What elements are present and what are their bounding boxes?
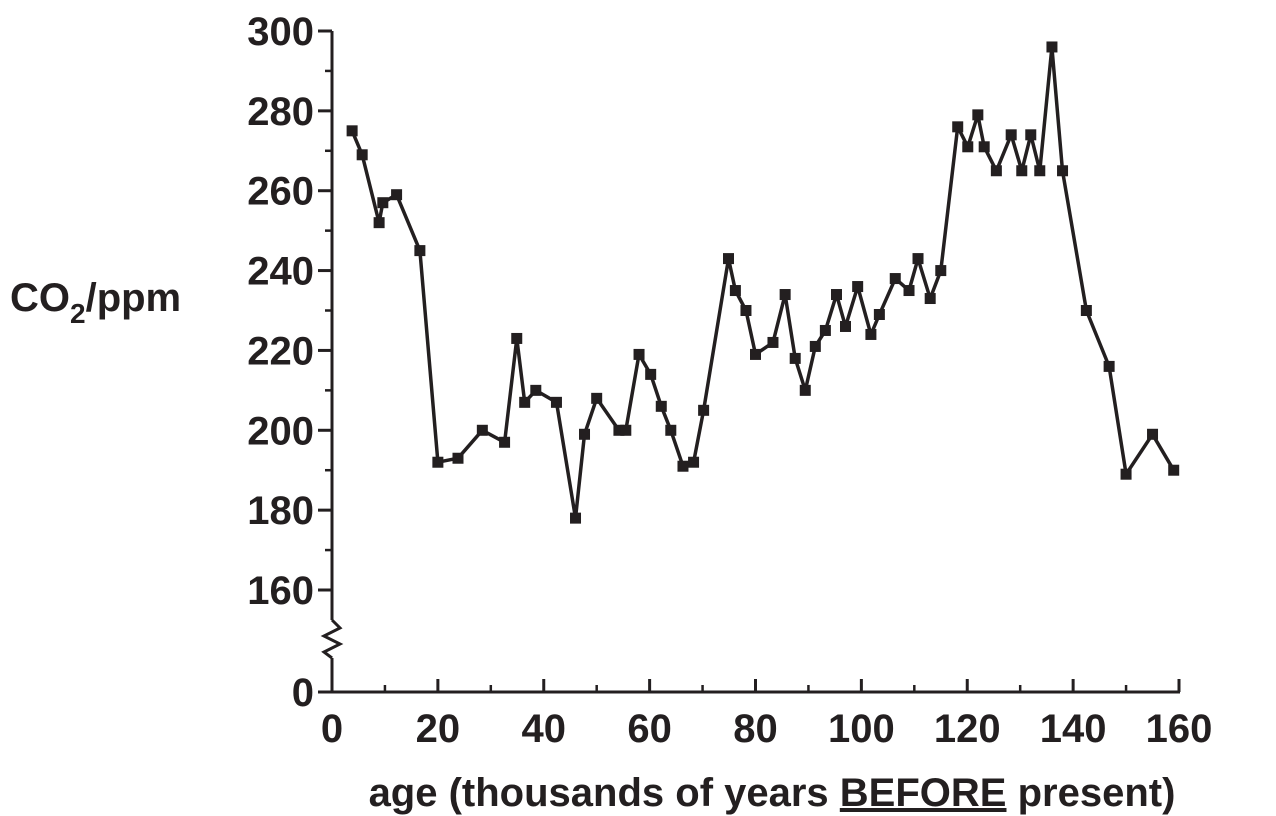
y-axis-break xyxy=(320,618,344,660)
data-point xyxy=(414,245,426,257)
data-point xyxy=(889,273,901,285)
y-axis-title: CO2/ppm xyxy=(10,276,181,329)
data-point xyxy=(519,396,531,408)
data-series xyxy=(346,41,1180,524)
data-point xyxy=(789,352,801,364)
x-tick-label: 20 xyxy=(416,707,461,751)
y-tick-label: 180 xyxy=(247,489,314,533)
x-tick-label: 120 xyxy=(934,707,1001,751)
y-tick-label: 160 xyxy=(247,569,314,613)
data-point xyxy=(356,149,368,161)
data-point xyxy=(935,265,947,277)
data-point xyxy=(688,456,700,468)
data-point xyxy=(952,121,964,133)
x-tick-label: 60 xyxy=(627,707,672,751)
y-tick-label: 260 xyxy=(247,170,314,214)
data-point xyxy=(476,424,488,436)
data-point xyxy=(723,253,735,265)
data-point xyxy=(1046,41,1058,53)
data-point xyxy=(346,125,358,137)
y-axis-ticks: 300 280 260 240 220 200 180 160 0 xyxy=(247,10,332,715)
data-point xyxy=(1103,360,1115,372)
data-point xyxy=(750,348,761,360)
x-axis-title-before: age (thousands of years xyxy=(369,771,840,815)
x-tick-label: 0 xyxy=(321,707,343,751)
data-point xyxy=(924,293,936,305)
x-tick-label: 100 xyxy=(828,707,895,751)
data-point xyxy=(740,305,752,316)
x-tick-label: 140 xyxy=(1040,707,1107,751)
x-tick-label: 160 xyxy=(1146,707,1213,751)
x-axis-title-underlined: BEFORE xyxy=(840,771,1007,815)
x-axis-title-after: present) xyxy=(1006,771,1175,815)
data-point xyxy=(972,109,984,121)
data-point xyxy=(962,141,974,153)
data-point xyxy=(373,217,385,229)
data-point xyxy=(633,348,645,360)
data-point xyxy=(530,384,542,396)
data-point xyxy=(912,253,924,265)
data-point xyxy=(873,308,885,320)
data-point xyxy=(779,289,791,301)
data-point xyxy=(990,165,1002,177)
data-point xyxy=(620,424,632,436)
y-tick-label: 220 xyxy=(247,329,314,373)
y-axis-title-main: CO xyxy=(10,276,70,320)
data-point xyxy=(377,197,389,209)
y-tick-label: 300 xyxy=(247,10,314,54)
data-point xyxy=(591,392,603,404)
data-point xyxy=(830,289,842,301)
data-point xyxy=(570,512,582,524)
data-point xyxy=(809,340,821,352)
data-point xyxy=(511,332,523,344)
data-point xyxy=(1034,165,1046,177)
y-baseline-tick-label: 0 xyxy=(292,671,314,715)
data-point xyxy=(645,368,657,380)
data-point xyxy=(852,281,864,293)
data-point xyxy=(579,428,591,440)
data-point xyxy=(1016,165,1028,177)
x-tick-label: 80 xyxy=(733,707,778,751)
y-axis-title-subscript: 2 xyxy=(70,298,86,329)
data-point xyxy=(767,336,779,348)
data-point xyxy=(819,324,831,336)
data-point xyxy=(1120,468,1132,480)
y-tick-label: 240 xyxy=(247,250,314,294)
data-point xyxy=(613,424,625,436)
data-point xyxy=(1057,165,1069,177)
data-point xyxy=(1025,129,1037,141)
data-point xyxy=(978,141,990,153)
y-tick-label: 280 xyxy=(247,90,314,134)
data-point xyxy=(665,424,677,436)
series-line xyxy=(350,45,1176,520)
data-point xyxy=(698,404,710,416)
data-point xyxy=(677,460,689,472)
data-point xyxy=(1080,305,1092,316)
data-point xyxy=(550,396,562,408)
y-tick-label: 200 xyxy=(247,409,314,453)
data-point xyxy=(839,320,851,332)
data-point xyxy=(865,328,877,340)
data-point xyxy=(729,285,741,297)
data-point xyxy=(799,384,811,396)
x-axis-ticks: 0 20 40 60 80 100 120 140 160 xyxy=(321,679,1213,751)
data-point xyxy=(1147,428,1159,440)
data-point xyxy=(499,436,511,448)
x-axis-title: age (thousands of years BEFORE present) xyxy=(369,771,1176,815)
data-point xyxy=(452,452,464,464)
data-point xyxy=(391,189,403,201)
axes xyxy=(320,31,1180,694)
data-point xyxy=(1168,464,1180,476)
data-point xyxy=(655,400,667,412)
data-point xyxy=(1005,129,1017,141)
data-point xyxy=(432,456,444,468)
data-point xyxy=(903,285,915,297)
x-tick-label: 40 xyxy=(522,707,567,751)
y-axis-title-rest: /ppm xyxy=(86,276,182,320)
